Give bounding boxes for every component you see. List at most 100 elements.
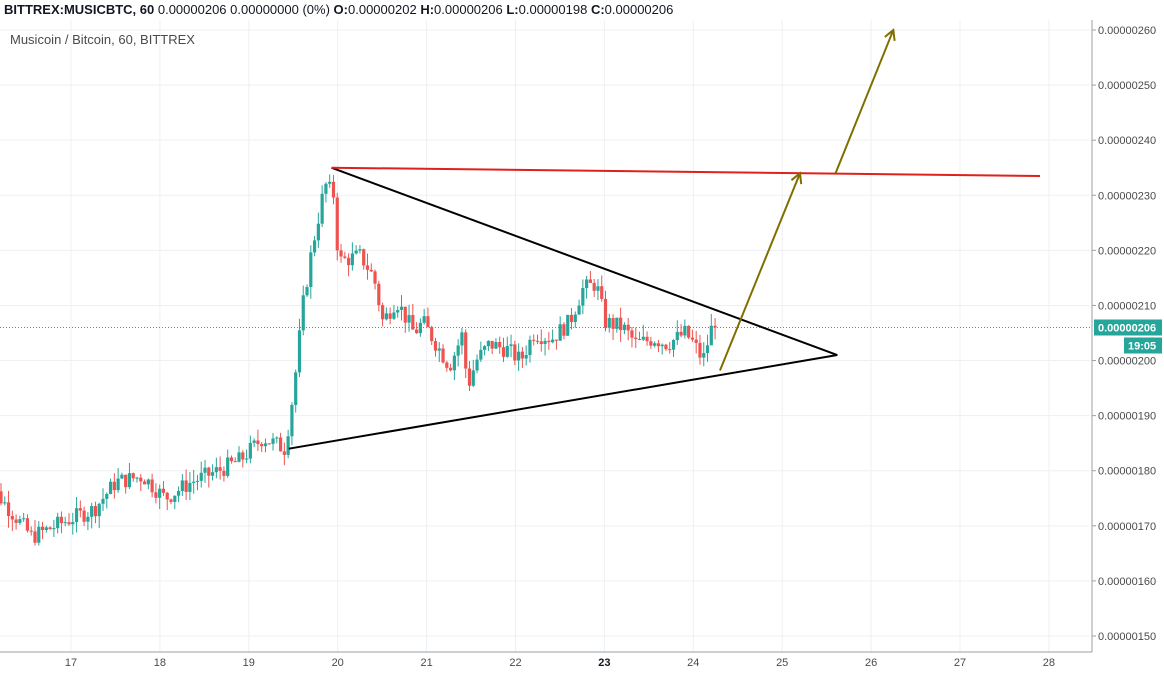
candle-body	[573, 314, 577, 323]
candle-body	[127, 473, 132, 488]
candle-body	[350, 253, 354, 266]
candle-body	[74, 508, 79, 523]
candle-body	[683, 325, 687, 336]
candle-body	[335, 197, 339, 251]
candle-body	[10, 516, 14, 520]
candle-body	[358, 249, 362, 251]
breakout-arrow-2	[834, 29, 895, 174]
candle-body	[142, 481, 147, 485]
candle-body	[146, 479, 150, 485]
candle-body	[649, 341, 653, 346]
candle-body	[592, 282, 596, 291]
candle-body	[154, 492, 158, 498]
candle-body	[165, 492, 169, 500]
candle-body	[294, 372, 298, 405]
y-tick-label: 0.00000160	[1098, 576, 1156, 588]
candle-body	[3, 502, 7, 504]
candle-body	[479, 349, 483, 360]
candle-body	[309, 252, 313, 288]
candle-body	[460, 332, 464, 346]
candle-body	[418, 322, 422, 334]
y-tick-label: 0.00000170	[1098, 521, 1156, 533]
candle-body	[180, 480, 184, 491]
y-tick-label: 0.00000150	[1098, 631, 1156, 643]
candle-body	[607, 318, 611, 328]
candle-body	[384, 313, 388, 320]
x-tick-label: 22	[509, 657, 521, 669]
y-tick-label: 0.00000220	[1098, 245, 1156, 257]
candle-body	[520, 351, 524, 359]
candle-body	[97, 503, 101, 517]
candle-body	[679, 331, 683, 336]
candle-body	[524, 355, 528, 359]
breakout-arrow-1	[719, 172, 801, 371]
candle-body	[263, 443, 268, 447]
candle-body	[176, 490, 181, 496]
candle-body	[210, 472, 215, 476]
candle-body	[622, 324, 627, 331]
candle-body	[328, 181, 332, 184]
x-tick-label: 25	[776, 657, 788, 669]
x-tick-label: 21	[420, 657, 432, 669]
candle-body	[244, 458, 249, 460]
candle-body	[494, 342, 498, 349]
candle-body	[414, 329, 419, 334]
low-value: 0.00000198	[518, 2, 588, 17]
candle-body	[199, 472, 203, 481]
candle-body	[377, 283, 381, 306]
candle-body	[456, 345, 460, 356]
candle-body	[498, 342, 502, 348]
candle-body	[664, 344, 668, 350]
candle-body	[452, 355, 456, 371]
candle-body	[467, 368, 472, 386]
candle-body	[33, 531, 37, 543]
candle-body	[430, 327, 434, 342]
candle-body	[486, 340, 490, 347]
candle-body	[158, 488, 162, 498]
candle-body	[388, 313, 392, 319]
candle-body	[82, 510, 86, 522]
candle-body	[105, 493, 109, 499]
last-price: 0.00000206	[157, 2, 227, 17]
candle-body	[698, 342, 702, 358]
x-tick-label: 18	[154, 657, 166, 669]
candle-body	[63, 522, 67, 524]
candle-body	[207, 467, 211, 476]
candle-body	[112, 481, 116, 491]
countdown-tag-bg	[1124, 337, 1162, 354]
candle-body	[354, 250, 358, 254]
candle-body	[203, 467, 207, 473]
candle-body	[86, 516, 90, 522]
grid-lines	[0, 20, 1092, 652]
candlesticks	[0, 174, 717, 546]
candle-body	[248, 442, 252, 459]
candle-body	[44, 527, 48, 530]
symbol-label: BITTREX:MUSICBTC, 60	[4, 2, 155, 17]
breakout-arrow-1-head	[790, 171, 803, 185]
countdown-tag: 19:05	[1128, 340, 1156, 352]
candle-body	[543, 340, 547, 344]
candle-body	[569, 314, 574, 323]
candle-body	[101, 498, 105, 504]
candle-body	[585, 279, 589, 288]
candle-body	[67, 522, 71, 525]
candle-body	[18, 519, 22, 523]
drawings	[288, 28, 1041, 450]
high-value: 0.00000206	[434, 2, 503, 17]
candle-body	[634, 337, 638, 339]
candle-body	[630, 330, 634, 338]
change-value: 0.00000000 (0%)	[230, 2, 330, 17]
candle-body	[139, 477, 143, 482]
candle-body	[577, 305, 581, 315]
candle-body	[399, 306, 404, 310]
open-value: 0.00000202	[348, 2, 417, 17]
candle-body	[619, 317, 623, 331]
candle-body	[256, 440, 260, 445]
candle-body	[214, 467, 218, 473]
candle-body	[173, 495, 177, 502]
candle-body	[188, 482, 192, 492]
triangle-lower-line	[288, 354, 838, 450]
candle-body	[509, 344, 513, 346]
x-tick-label: 19	[243, 657, 255, 669]
